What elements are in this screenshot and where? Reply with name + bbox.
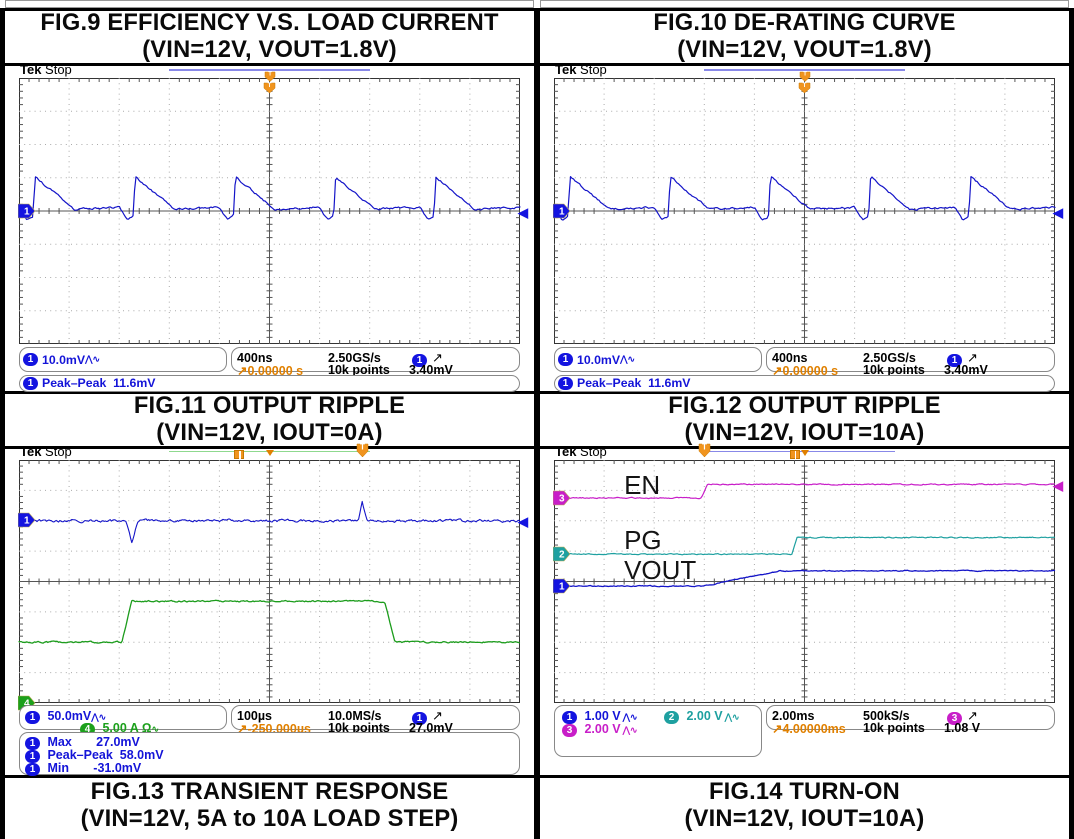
svg-text:1: 1 xyxy=(24,516,30,527)
svg-text:1: 1 xyxy=(24,207,30,218)
svg-text:1: 1 xyxy=(559,581,565,592)
svg-text:T: T xyxy=(702,442,707,451)
svg-text:T: T xyxy=(803,72,807,78)
svg-text:T: T xyxy=(803,81,807,88)
svg-text:1: 1 xyxy=(559,207,565,218)
svg-text:T: T xyxy=(360,442,365,451)
svg-text:3: 3 xyxy=(559,493,565,504)
svg-text:T: T xyxy=(268,81,272,88)
svg-text:T: T xyxy=(268,72,272,78)
svg-text:2: 2 xyxy=(559,549,565,560)
